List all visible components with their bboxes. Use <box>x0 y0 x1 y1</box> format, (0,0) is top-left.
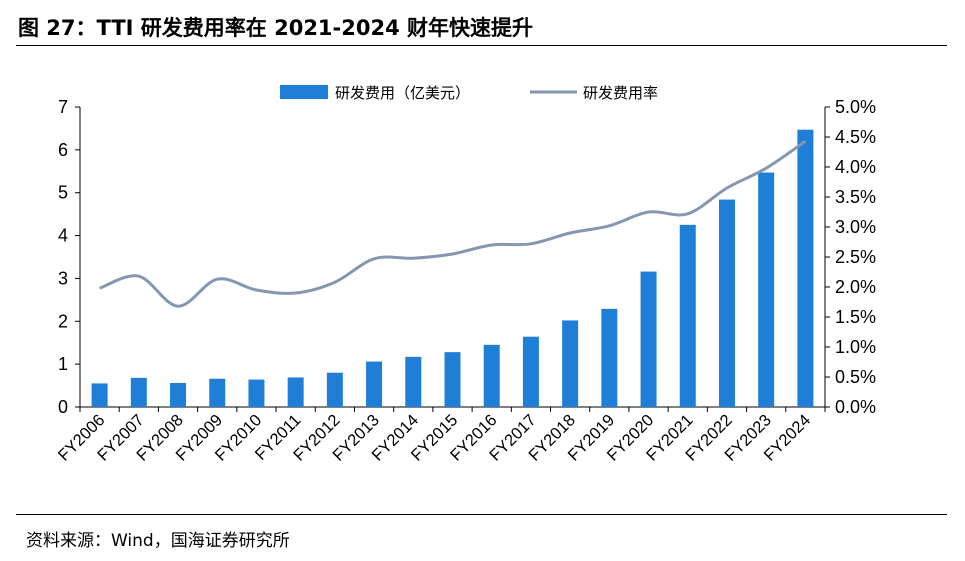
right-tick-label: 0.0% <box>835 397 876 417</box>
right-tick-label: 4.5% <box>835 127 876 147</box>
bar <box>797 129 814 407</box>
right-tick-label: 4.0% <box>835 157 876 177</box>
bar <box>326 372 343 407</box>
bar <box>718 199 735 407</box>
left-tick-label: 5 <box>58 183 68 203</box>
right-tick-label: 1.0% <box>835 337 876 357</box>
series-line-rd-ratio <box>99 139 807 308</box>
bar <box>405 356 422 407</box>
bar <box>562 320 579 407</box>
bar <box>248 379 265 407</box>
right-tick-label: 3.0% <box>835 217 876 237</box>
bar <box>679 224 696 407</box>
left-tick-label: 2 <box>58 311 68 331</box>
bar <box>640 271 657 407</box>
right-tick-label: 5.0% <box>835 97 876 117</box>
right-tick-label: 2.0% <box>835 277 876 297</box>
right-tick-label: 2.5% <box>835 247 876 267</box>
right-tick-label: 0.5% <box>835 367 876 387</box>
bar <box>287 377 304 407</box>
bar <box>366 361 383 407</box>
left-tick-label: 3 <box>58 268 68 288</box>
legend-swatch-bar <box>280 85 328 99</box>
left-tick-label: 7 <box>58 97 68 117</box>
bar <box>522 336 539 407</box>
bar <box>483 344 500 407</box>
bar <box>209 378 226 407</box>
right-tick-label: 1.5% <box>835 307 876 327</box>
bar <box>444 352 461 407</box>
right-tick-label: 3.5% <box>835 187 876 207</box>
left-tick-label: 6 <box>58 140 68 160</box>
source-rule <box>16 514 947 515</box>
figure-title: 图 27：TTI 研发费用率在 2021-2024 财年快速提升 <box>18 16 534 40</box>
source-note: 资料来源：Wind，国海证券研究所 <box>26 531 290 551</box>
left-tick-label: 1 <box>58 354 68 374</box>
left-tick-label: 4 <box>58 226 68 246</box>
legend-label-line: 研发费用率 <box>583 84 658 102</box>
title-rule <box>16 45 947 46</box>
bar <box>130 377 147 407</box>
left-tick-label: 0 <box>58 397 68 417</box>
bar <box>601 308 618 407</box>
legend-label-bar: 研发费用（亿美元） <box>335 84 470 102</box>
bar <box>91 383 108 407</box>
bar <box>170 383 187 407</box>
bar <box>758 172 775 407</box>
